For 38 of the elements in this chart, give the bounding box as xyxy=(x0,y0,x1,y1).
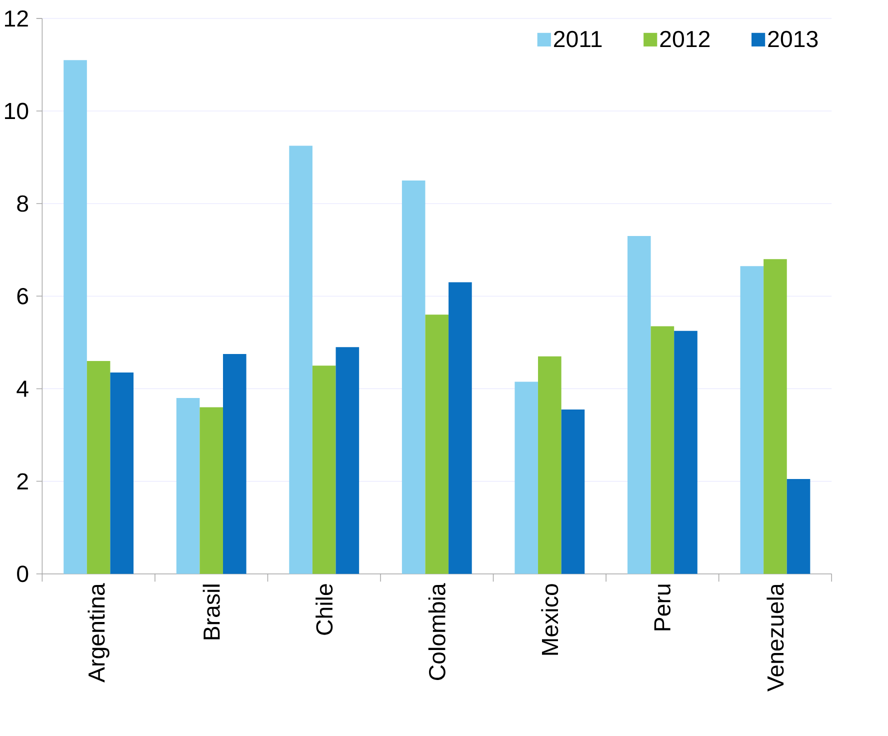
bar xyxy=(223,354,246,574)
y-tick-label: 8 xyxy=(17,195,28,212)
y-tick-label: 4 xyxy=(16,380,28,397)
y-tick-label: 10 xyxy=(5,102,28,120)
x-tick-label: Peru xyxy=(654,584,671,630)
bar xyxy=(514,382,538,574)
bar xyxy=(402,180,426,574)
bar xyxy=(674,330,698,574)
bar xyxy=(764,259,787,574)
bar xyxy=(650,326,674,574)
bar xyxy=(336,347,360,574)
y-tick-label: 6 xyxy=(17,288,28,304)
x-tick-label: Colombia xyxy=(428,583,446,680)
bar xyxy=(538,356,562,574)
legend-label: 2011 xyxy=(554,30,602,48)
y-tick-label: 2 xyxy=(17,473,28,490)
bar xyxy=(110,372,134,574)
bar xyxy=(312,366,336,574)
y-tick-label: 0 xyxy=(17,566,28,582)
bar xyxy=(289,146,312,574)
bar xyxy=(740,266,764,574)
bar xyxy=(627,236,651,574)
bar xyxy=(176,398,200,574)
y-tick-label: 12 xyxy=(5,10,28,27)
bar xyxy=(786,478,810,574)
bar xyxy=(561,410,585,574)
legend-label: 2012 xyxy=(660,30,710,48)
bar xyxy=(425,314,449,574)
bar xyxy=(200,407,223,574)
x-tick-label: Chile xyxy=(316,584,333,635)
bar xyxy=(64,60,87,574)
x-tick-label: Brasil xyxy=(202,584,220,640)
legend-label: 2013 xyxy=(768,30,818,48)
x-tick-label: Venezuela xyxy=(766,583,784,692)
bar xyxy=(448,282,472,574)
bar xyxy=(86,360,110,574)
x-tick-label: Argentina xyxy=(88,583,110,682)
x-tick-label: Mexico xyxy=(541,584,558,655)
